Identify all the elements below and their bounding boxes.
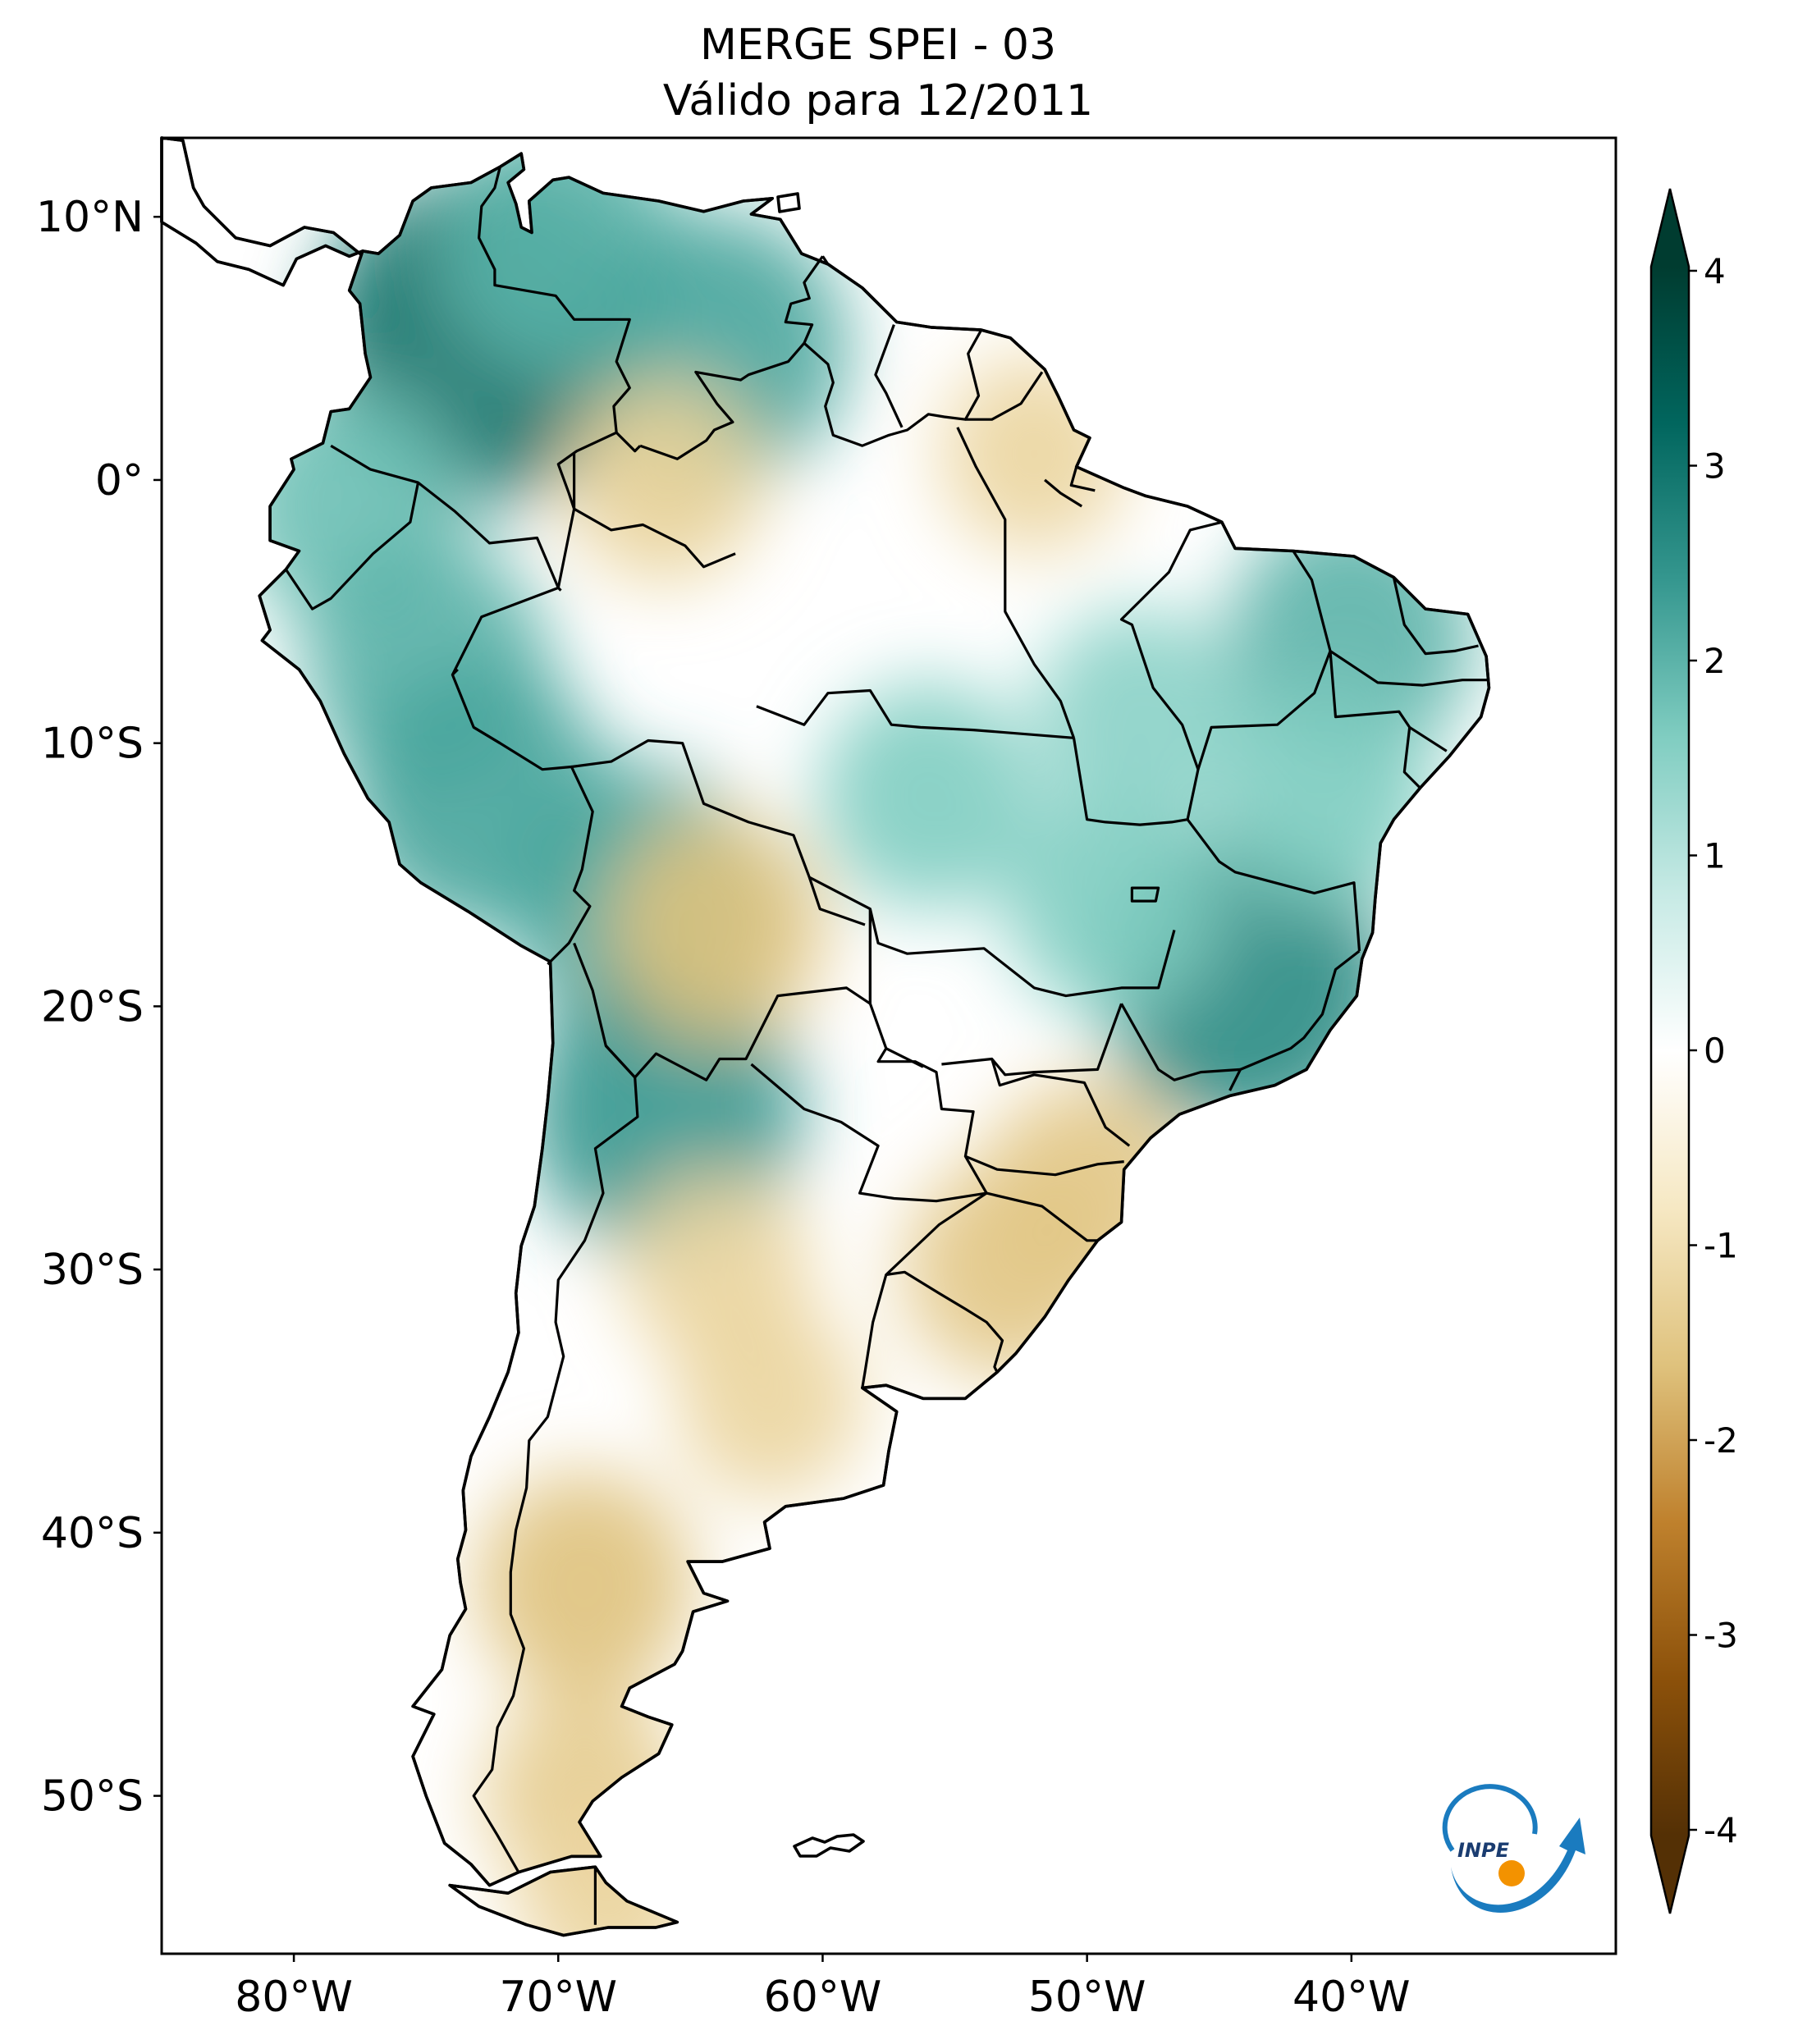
border-line [868,908,1176,998]
border-line [1196,550,1332,771]
border-line [885,1047,924,1068]
colorbar: 4 3 2 1 0 -1 -2 -3 -4 [1649,188,1738,1914]
border-line [285,482,420,610]
colorbar-tick-label: -1 [1704,1226,1738,1266]
border-line [330,444,560,589]
border-line [964,1155,1124,1177]
border-line [821,255,830,265]
colorbar-tick-label: 0 [1704,1031,1726,1071]
border-line [1329,651,1448,752]
border-line [478,166,631,433]
lon-tick-label: 60°W [764,1973,882,2022]
lon-tick-label: 70°W [499,1973,617,2022]
coastline-outline [160,136,1491,1937]
colorbar-outline [1649,188,1690,1914]
border-line [1130,886,1160,903]
colorbar-extend-max [1651,189,1689,267]
border-line [472,1045,639,1873]
lat-tick-label: 30°S [41,1246,144,1295]
lat-tick-label: 20°S [41,982,144,1031]
border-line [557,587,562,592]
colorbar-gradient [1651,267,1689,1836]
lon-tick-label: 40°W [1292,1973,1411,2022]
border-line [1329,650,1489,687]
map-title: MERGE SPEI - 03 [700,21,1056,70]
inpe-logo: INPE [1442,1784,1585,1913]
border-line [965,371,1044,421]
colorbar-tick-label: 2 [1704,641,1726,681]
map-panel: INPE [160,136,1617,1955]
border-line [874,324,904,428]
border-line [639,255,824,460]
colorbar-tick-label: -2 [1704,1420,1738,1461]
colorbar-tick-label: 3 [1704,446,1726,487]
border-line [1402,727,1421,789]
colorbar-tick-label: 4 [1704,251,1726,291]
lat-tick-label: 10°S [41,720,144,769]
border-line [756,688,1074,739]
border-line [807,876,866,926]
border-line [986,1191,1098,1242]
border-line [991,1059,1131,1147]
latitude-axis: 10°N 0° 10°S 20°S 30°S 40°S 50°S [36,193,162,1822]
lat-tick-label: 40°S [41,1509,144,1558]
trinidad-island [776,192,801,213]
border-line [956,427,1076,738]
border-line [1138,520,1223,602]
border-line [571,738,872,1081]
map-subtitle: Válido para 12/2011 [663,76,1093,126]
border-line [1069,466,1096,492]
longitude-axis: 80°W 70°W 60°W 50°W 40°W [235,1954,1411,2022]
colorbar-extend-min [1651,1836,1689,1914]
lon-tick-label: 80°W [235,1973,353,2022]
border-line [1392,577,1479,656]
anomaly-wet-mato-grosso [820,681,1037,910]
border-line [861,1274,888,1388]
anomaly-dry-pampas [676,1302,863,1500]
anomaly-wet-tocantins [1035,606,1246,827]
anomaly-dry-patagonia [476,1471,693,1699]
lon-tick-label: 50°W [1028,1973,1146,2022]
border-line [885,1191,1004,1373]
border-line [1072,600,1200,826]
colorbar-tick-label: 1 [1704,836,1726,876]
border-line [573,507,736,569]
anomaly-dry-amazon-north [566,377,762,582]
colorbar-ticks: 4 3 2 1 0 -1 -2 -3 -4 [1689,251,1738,1850]
map-frame [160,136,1617,1955]
lat-tick-label: 50°S [41,1772,144,1822]
lat-tick-label: 0° [95,456,144,505]
inpe-logo-sun [1498,1860,1525,1886]
colorbar-tick-label: -4 [1704,1810,1738,1850]
border-line [803,329,983,447]
lat-tick-label: 10°N [36,193,144,242]
inpe-logo-orbit-arc [1442,1784,1538,1852]
inpe-logo-text: INPE [1457,1839,1510,1862]
colorbar-tick-label: -3 [1704,1616,1738,1656]
falkland-islands [793,1833,865,1858]
border-line [1186,818,1361,952]
anomaly-dry-bolivia-central [608,813,826,1042]
border-line [941,1003,1123,1077]
border-line [1044,478,1083,508]
border-line [451,668,459,676]
inpe-logo-swoosh [1451,1818,1585,1913]
political-borders [285,165,1489,1925]
border-line [1120,1003,1241,1081]
border-line [470,165,501,184]
border-line [473,726,501,745]
